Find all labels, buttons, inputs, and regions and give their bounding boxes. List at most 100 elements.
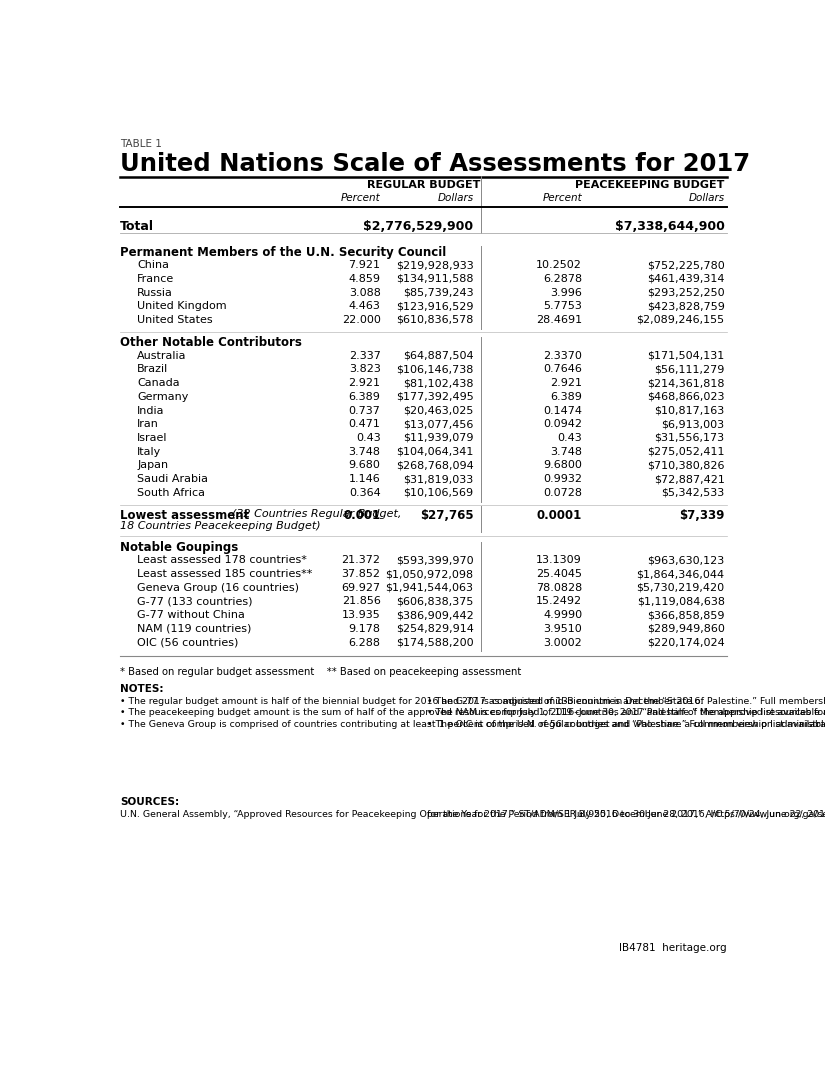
Text: $963,630,123: $963,630,123 [648,556,724,565]
Text: 0.43: 0.43 [558,433,582,443]
Text: $461,439,314: $461,439,314 [647,274,724,284]
Text: $177,392,495: $177,392,495 [396,392,474,401]
Text: 0.0728: 0.0728 [543,488,582,497]
Text: $5,730,219,420: $5,730,219,420 [637,583,724,592]
Text: South Africa: South Africa [137,488,205,497]
Text: 0.0942: 0.0942 [543,420,582,429]
Text: $1,864,346,044: $1,864,346,044 [637,569,724,579]
Text: $1,050,972,098: $1,050,972,098 [385,569,474,579]
Text: $366,858,859: $366,858,859 [647,610,724,620]
Text: TABLE 1: TABLE 1 [120,139,162,149]
Text: $610,836,578: $610,836,578 [396,315,474,325]
Text: Israel: Israel [137,433,167,443]
Text: * Based on regular budget assessment    ** Based on peacekeeping assessment: * Based on regular budget assessment ** … [120,667,521,677]
Text: Australia: Australia [137,351,186,360]
Text: 0.43: 0.43 [356,433,380,443]
Text: G-77 (133 countries): G-77 (133 countries) [137,597,252,606]
Text: $31,819,033: $31,819,033 [403,474,474,484]
Text: 37.852: 37.852 [342,569,380,579]
Text: OIC (56 countries): OIC (56 countries) [137,638,238,647]
Text: 0.364: 0.364 [349,488,380,497]
Text: NOTES:: NOTES: [120,684,163,694]
Text: 0.7646: 0.7646 [543,365,582,374]
Text: $275,052,411: $275,052,411 [647,447,724,456]
Text: 2.337: 2.337 [349,351,380,360]
Text: United Nations Scale of Assessments for 2017: United Nations Scale of Assessments for … [120,152,750,176]
Text: $123,916,529: $123,916,529 [396,301,474,311]
Text: Least assessed 178 countries*: Least assessed 178 countries* [137,556,307,565]
Text: 6.389: 6.389 [349,392,380,401]
Text: $81,102,438: $81,102,438 [403,378,474,388]
Text: $293,252,250: $293,252,250 [647,287,724,298]
Text: United Kingdom: United Kingdom [137,301,227,311]
Text: 28.4691: 28.4691 [536,315,582,325]
Text: 0.737: 0.737 [349,406,380,415]
Text: Least assessed 185 countries**: Least assessed 185 countries** [137,569,313,579]
Text: 6.288: 6.288 [349,638,380,647]
Text: for the Year 2017,” ST/ADM/SER.B/955, December 28, 2016, https://www.un.org/ga/s: for the Year 2017,” ST/ADM/SER.B/955, De… [427,810,825,819]
Text: $268,768,094: $268,768,094 [396,461,474,470]
Text: 3.088: 3.088 [349,287,380,298]
Text: 3.996: 3.996 [550,287,582,298]
Text: $2,089,246,155: $2,089,246,155 [637,315,724,325]
Text: $468,866,023: $468,866,023 [647,392,724,401]
Text: 69.927: 69.927 [342,583,380,592]
Text: $606,838,375: $606,838,375 [396,597,474,606]
Text: $72,887,421: $72,887,421 [653,474,724,484]
Text: $171,504,131: $171,504,131 [648,351,724,360]
Text: 2.921: 2.921 [349,378,380,388]
Text: France: France [137,274,174,284]
Text: $134,911,588: $134,911,588 [396,274,474,284]
Text: 6.389: 6.389 [550,392,582,401]
Text: (32 Countries Regular Budget,: (32 Countries Regular Budget, [232,509,401,519]
Text: Lowest assessment: Lowest assessment [120,509,253,522]
Text: China: China [137,260,169,270]
Text: Dollars: Dollars [689,193,724,203]
Text: 10.2502: 10.2502 [536,260,582,270]
Text: • The regular budget amount is half of the biennial budget for 2016 and 2017 as : • The regular budget amount is half of t… [120,697,825,728]
Text: 21.856: 21.856 [342,597,380,606]
Text: NAM (119 countries): NAM (119 countries) [137,624,252,633]
Text: Iran: Iran [137,420,159,429]
Text: $64,887,504: $64,887,504 [403,351,474,360]
Text: PEACEKEEPING BUDGET: PEACEKEEPING BUDGET [575,180,724,190]
Text: 25.4045: 25.4045 [536,569,582,579]
Text: Saudi Arabia: Saudi Arabia [137,474,208,484]
Text: 9.178: 9.178 [349,624,380,633]
Text: Geneva Group (16 countries): Geneva Group (16 countries) [137,583,299,592]
Text: $219,928,933: $219,928,933 [396,260,474,270]
Text: 3.748: 3.748 [349,447,380,456]
Text: $593,399,970: $593,399,970 [396,556,474,565]
Text: Brazil: Brazil [137,365,168,374]
Text: 3.9510: 3.9510 [544,624,582,633]
Text: $104,064,341: $104,064,341 [396,447,474,456]
Text: $6,913,003: $6,913,003 [662,420,724,429]
Text: Dollars: Dollars [437,193,474,203]
Text: IB4781  heritage.org: IB4781 heritage.org [620,943,727,953]
Text: $752,225,780: $752,225,780 [647,260,724,270]
Text: $710,380,826: $710,380,826 [647,461,724,470]
Text: Total: Total [120,219,154,233]
Text: $423,828,759: $423,828,759 [647,301,724,311]
Text: $174,588,200: $174,588,200 [396,638,474,647]
Text: Percent: Percent [542,193,582,203]
Text: 0.1474: 0.1474 [543,406,582,415]
Text: 3.823: 3.823 [349,365,380,374]
Text: Canada: Canada [137,378,180,388]
Text: $56,111,279: $56,111,279 [654,365,724,374]
Text: 5.7753: 5.7753 [543,301,582,311]
Text: Germany: Germany [137,392,189,401]
Text: $11,939,079: $11,939,079 [403,433,474,443]
Text: REGULAR BUDGET: REGULAR BUDGET [366,180,480,190]
Text: 3.748: 3.748 [550,447,582,456]
Text: $289,949,860: $289,949,860 [647,624,724,633]
Text: $27,765: $27,765 [420,509,474,522]
Text: 18 Countries Peacekeeping Budget): 18 Countries Peacekeeping Budget) [120,521,321,531]
Text: 21.372: 21.372 [342,556,380,565]
Text: 1.146: 1.146 [349,474,380,484]
Text: Japan: Japan [137,461,168,470]
Text: Permanent Members of the U.N. Security Council: Permanent Members of the U.N. Security C… [120,246,446,259]
Text: $220,174,024: $220,174,024 [647,638,724,647]
Text: $254,829,914: $254,829,914 [396,624,474,633]
Text: India: India [137,406,165,415]
